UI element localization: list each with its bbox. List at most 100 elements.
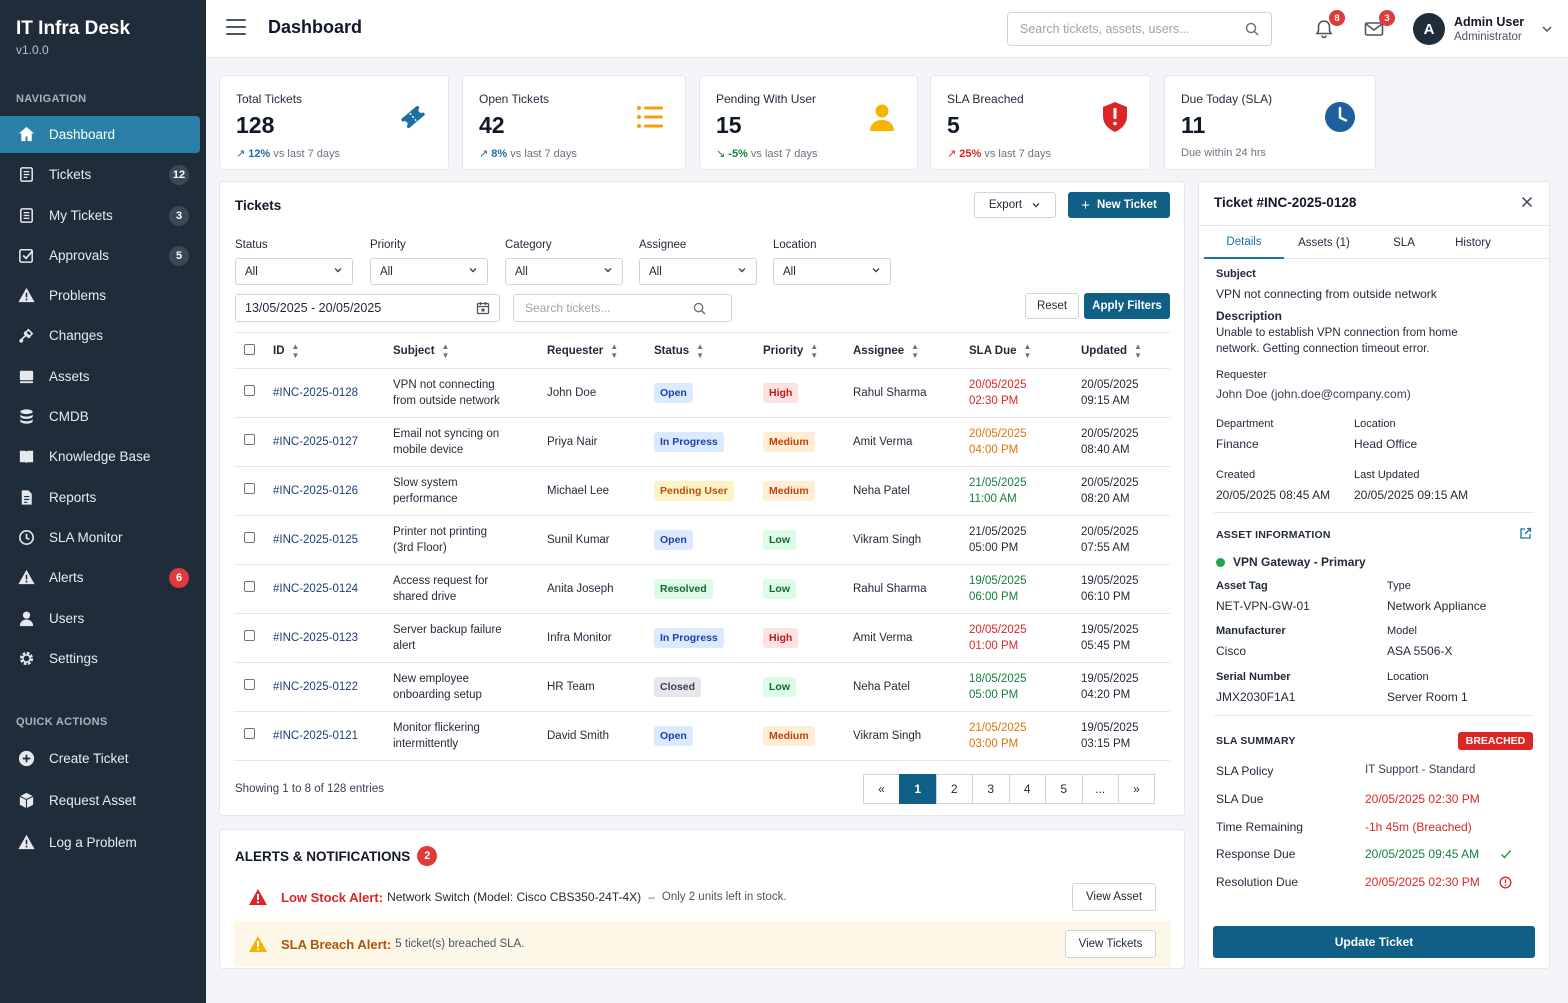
- filter-select-location[interactable]: All: [773, 258, 891, 285]
- sidebar-item-my-tickets[interactable]: My Tickets 3: [0, 197, 206, 234]
- column-header-updated[interactable]: Updated ▲ ▼: [1075, 332, 1170, 369]
- table-row[interactable]: #INC-2025-0125 Printer not printing (3rd F…: [234, 515, 1170, 565]
- nav-label: Request Asset: [49, 793, 137, 809]
- user-menu[interactable]: A Admin User Administrator: [1413, 11, 1553, 47]
- reset-button[interactable]: Reset: [1025, 293, 1079, 319]
- row-checkbox[interactable]: [244, 630, 255, 641]
- filter-select-priority[interactable]: All: [370, 258, 488, 285]
- external-link-icon[interactable]: [1519, 527, 1532, 540]
- column-header-assignee[interactable]: Assignee ▲ ▼: [847, 332, 963, 369]
- table-row[interactable]: #INC-2025-0128 VPN not connecting from out…: [234, 368, 1170, 418]
- detail-title: Ticket #INC-2025-0128: [1214, 195, 1357, 210]
- column-header-sla-due[interactable]: SLA Due ▲ ▼: [963, 332, 1075, 369]
- sidebar-item-cmdb[interactable]: CMDB: [0, 398, 206, 435]
- page-next-button[interactable]: »: [1118, 774, 1155, 804]
- menu-toggle-icon[interactable]: [226, 19, 246, 37]
- tab-sla[interactable]: SLA: [1393, 236, 1415, 249]
- sidebar-item-alerts[interactable]: Alerts 6: [0, 559, 206, 596]
- ticket-id-link[interactable]: #INC-2025-0125: [273, 534, 359, 546]
- row-checkbox[interactable]: [244, 483, 255, 494]
- page-prev-button[interactable]: «: [863, 774, 900, 804]
- row-checkbox[interactable]: [244, 581, 255, 592]
- tab-history[interactable]: History: [1455, 236, 1491, 249]
- column-header-priority[interactable]: Priority ▲ ▼: [757, 332, 847, 369]
- ticket-id-link[interactable]: #INC-2025-0122: [273, 681, 359, 693]
- sla-policy-value: IT Support - Standard: [1365, 764, 1476, 776]
- page-1-button[interactable]: 1: [899, 774, 937, 804]
- sidebar-item-users[interactable]: Users: [0, 600, 206, 637]
- column-header-subject[interactable]: Subject ▲ ▼: [387, 332, 541, 369]
- notifications-button[interactable]: 8: [1313, 10, 1345, 44]
- row-checkbox[interactable]: [244, 728, 255, 739]
- row-checkbox[interactable]: [244, 532, 255, 543]
- sidebar-item-settings[interactable]: Settings: [0, 640, 206, 677]
- global-search-input[interactable]: Search tickets, assets, users...: [1007, 12, 1272, 46]
- ticket-id-link[interactable]: #INC-2025-0126: [273, 485, 359, 497]
- quick-action-request-asset[interactable]: Request Asset: [0, 780, 206, 822]
- table-row[interactable]: #INC-2025-0127 Email not syncing on mobile…: [234, 417, 1170, 467]
- sidebar-item-tickets[interactable]: Tickets 12: [0, 156, 206, 193]
- sidebar-item-reports[interactable]: Reports: [0, 479, 206, 516]
- page-2-button[interactable]: 2: [935, 774, 973, 804]
- sidebar-item-problems[interactable]: Problems: [0, 277, 206, 314]
- sidebar-item-changes[interactable]: Changes: [0, 317, 206, 354]
- table-row[interactable]: #INC-2025-0124 Access request for shared d…: [234, 564, 1170, 614]
- sidebar-item-dashboard[interactable]: Dashboard: [0, 116, 200, 153]
- messages-button[interactable]: 3: [1363, 10, 1395, 44]
- sla-due-date: 18/05/2025: [969, 673, 1027, 685]
- filter-select-category[interactable]: All: [505, 258, 623, 285]
- sidebar-item-sla-monitor[interactable]: SLA Monitor: [0, 519, 206, 556]
- sidebar-item-knowledge-base[interactable]: Knowledge Base: [0, 438, 206, 475]
- ticket-id-link[interactable]: #INC-2025-0123: [273, 632, 359, 644]
- view-asset-button[interactable]: View Asset: [1072, 883, 1156, 911]
- updated-date: 19/05/2025: [1081, 673, 1139, 685]
- description-line-2: network. Getting connection timeout erro…: [1216, 343, 1430, 355]
- ticket-id-link[interactable]: #INC-2025-0127: [273, 436, 359, 448]
- select-all-checkbox[interactable]: [244, 343, 255, 355]
- filter-select-assignee[interactable]: All: [639, 258, 757, 285]
- row-checkbox[interactable]: [244, 679, 255, 690]
- filter-select-status[interactable]: All: [235, 258, 353, 285]
- date-range-picker[interactable]: 13/05/2025 - 20/05/2025: [235, 294, 500, 322]
- ticket-id-link[interactable]: #INC-2025-0124: [273, 583, 359, 595]
- row-checkbox[interactable]: [244, 385, 255, 396]
- export-button[interactable]: Export: [974, 192, 1056, 218]
- sla-due-date: 20/05/2025: [969, 428, 1027, 440]
- ticket-id-link[interactable]: #INC-2025-0128: [273, 387, 359, 399]
- alerts-count-badge: 2: [417, 846, 438, 866]
- stat-value: 15: [716, 112, 742, 138]
- filter-label-status: Status: [235, 239, 268, 251]
- sla-due-date: 21/05/2025: [969, 722, 1027, 734]
- new-ticket-button[interactable]: + New Ticket: [1068, 192, 1170, 218]
- page-5-button[interactable]: 5: [1045, 774, 1083, 804]
- updated-date: 20/05/2025: [1081, 477, 1139, 489]
- table-row[interactable]: #INC-2025-0123 Server backup failure alert…: [234, 613, 1170, 663]
- sort-icon: ▲ ▼: [441, 341, 450, 360]
- update-ticket-button[interactable]: Update Ticket: [1213, 926, 1535, 958]
- mail-icon: [1364, 22, 1384, 36]
- ticket-id-link[interactable]: #INC-2025-0121: [273, 730, 359, 742]
- ticket-search-input[interactable]: Search tickets...: [513, 294, 732, 322]
- filter-label-location: Location: [773, 239, 817, 251]
- close-icon[interactable]: [1521, 196, 1533, 208]
- sidebar-item-approvals[interactable]: Approvals 5: [0, 237, 206, 274]
- quick-action-create-ticket[interactable]: Create Ticket: [0, 738, 206, 780]
- tab-assets[interactable]: Assets (1): [1298, 236, 1350, 249]
- tab-details[interactable]: Details: [1204, 226, 1284, 259]
- table-row[interactable]: #INC-2025-0121 Monitor flickering intermit…: [234, 711, 1170, 761]
- apply-filters-button[interactable]: Apply Filters: [1084, 293, 1170, 319]
- alerts-title: ALERTS & NOTIFICATIONS: [235, 848, 411, 864]
- table-row[interactable]: #INC-2025-0126 Slow system performance Mich…: [234, 466, 1170, 516]
- sidebar-item-assets[interactable]: Assets: [0, 358, 206, 395]
- column-header-status[interactable]: Status ▲ ▼: [648, 332, 757, 369]
- nav-label: Knowledge Base: [49, 449, 151, 465]
- table-row[interactable]: #INC-2025-0122 New employee onboarding set…: [234, 662, 1170, 712]
- page-3-button[interactable]: 3: [972, 774, 1010, 804]
- asset-tag-value: NET-VPN-GW-01: [1216, 599, 1310, 613]
- quick-action-log-a-problem[interactable]: Log a Problem: [0, 822, 206, 864]
- page-4-button[interactable]: 4: [1008, 774, 1046, 804]
- column-header-id[interactable]: ID ▲ ▼: [267, 332, 387, 369]
- row-checkbox[interactable]: [244, 434, 255, 445]
- column-header-requester[interactable]: Requester ▲ ▼: [541, 332, 648, 369]
- view-tickets-button[interactable]: View Tickets: [1065, 930, 1156, 958]
